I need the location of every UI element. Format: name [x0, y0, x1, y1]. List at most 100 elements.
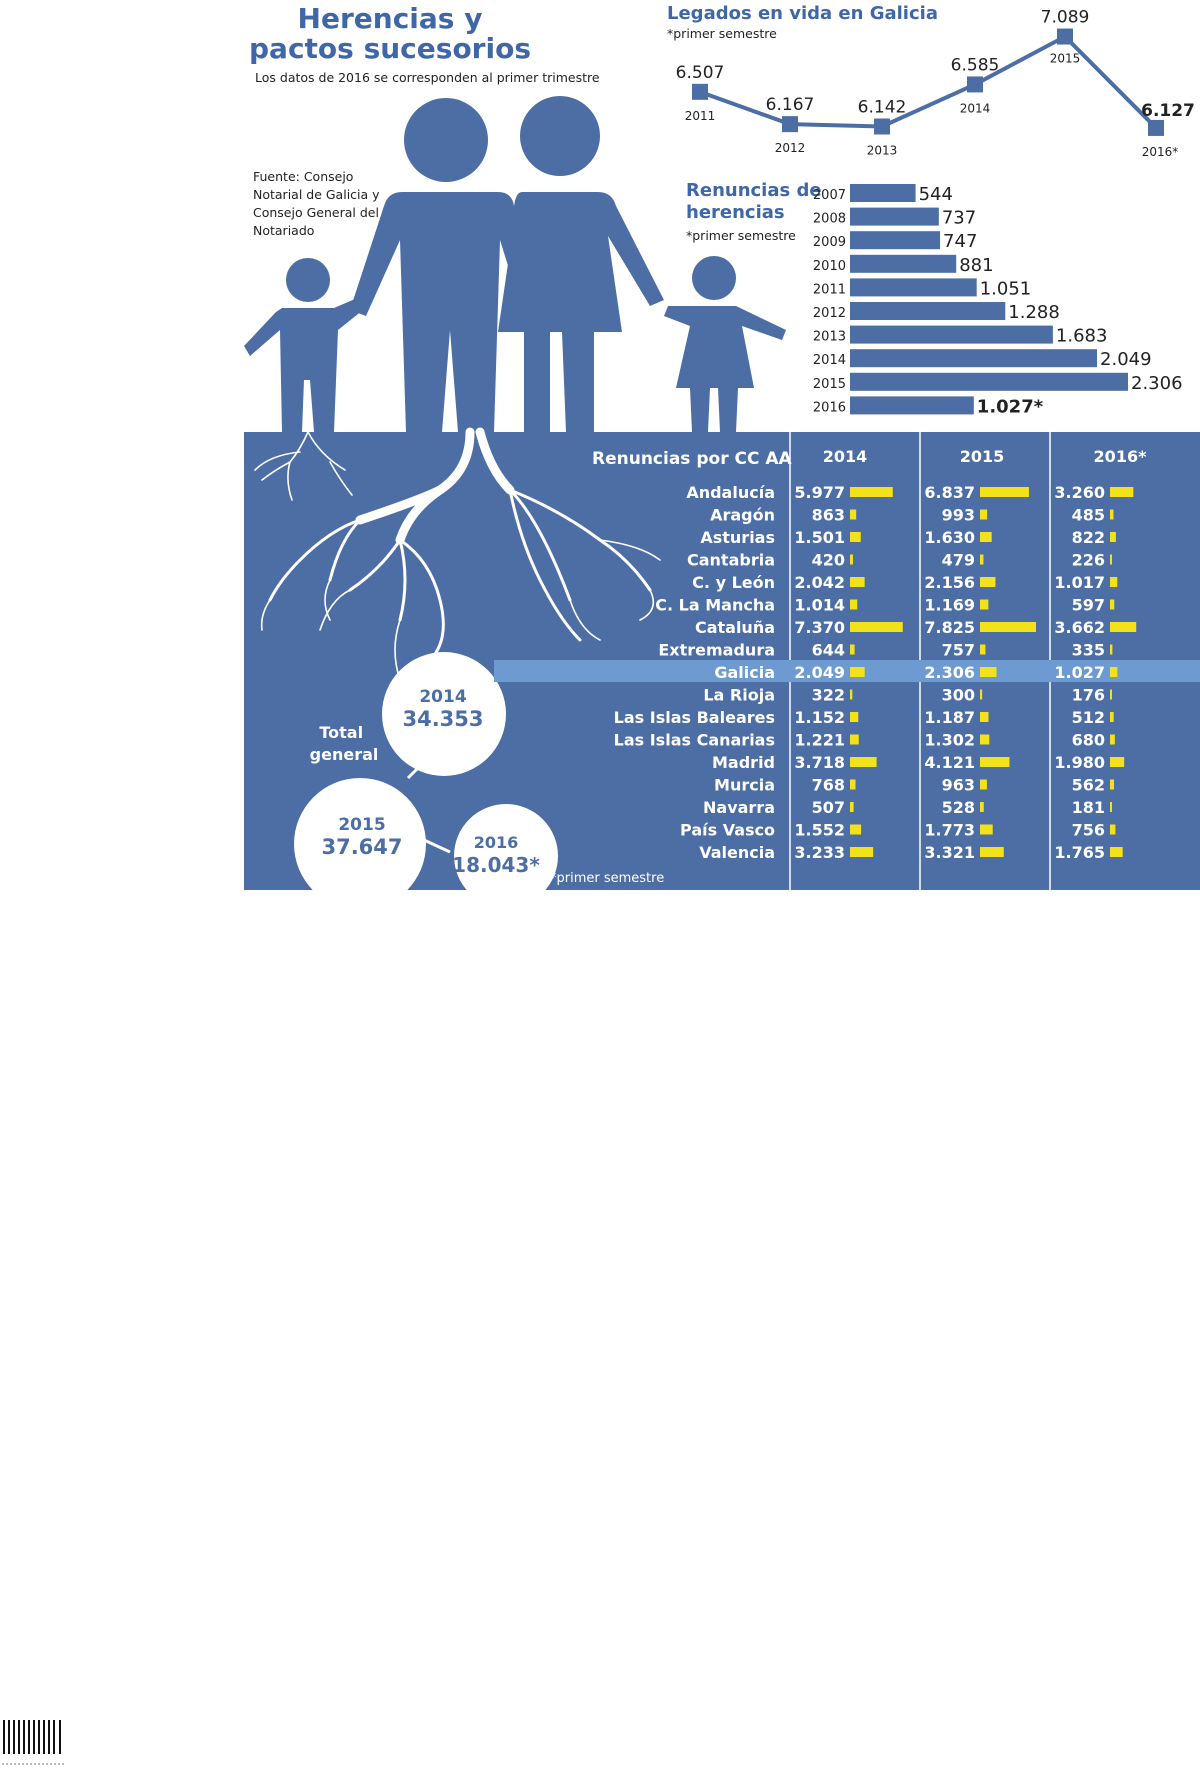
- renuncias-value-label: 1.027*: [977, 396, 1044, 417]
- ccaa-region-label: Galicia: [714, 663, 775, 682]
- ccaa-cell-value: 7.370: [794, 618, 845, 637]
- total-2014-value: 34.353: [402, 707, 483, 731]
- ccaa-cell-bar: [850, 734, 859, 745]
- ccaa-cell-value: 757: [942, 641, 975, 660]
- ccaa-cell-value: 3.233: [794, 843, 845, 862]
- ccaa-cell-value: 3.718: [794, 753, 845, 772]
- ccaa-cell-bar: [850, 689, 853, 700]
- renuncias-bar: [850, 184, 916, 202]
- ccaa-cell-bar: [980, 554, 984, 565]
- renuncias-year-label: 2013: [813, 330, 846, 345]
- legados-year-label: 2011: [685, 109, 716, 123]
- ccaa-cell-value: 644: [812, 641, 845, 660]
- ccaa-cell-bar: [850, 644, 855, 655]
- total-2016-bubble: [454, 804, 558, 900]
- ccaa-column-header: 2015: [960, 447, 1005, 466]
- ccaa-cell-value: 1.980: [1054, 753, 1105, 772]
- total-label: Total general: [310, 723, 379, 764]
- total-label-line-2: general: [310, 745, 379, 764]
- ccaa-cell-value: 181: [1072, 798, 1105, 817]
- ccaa-cell-bar: [1110, 599, 1115, 610]
- ccaa-cell-bar: [1110, 509, 1114, 520]
- ccaa-cell-bar: [1110, 802, 1112, 812]
- ccaa-highlight-row: [494, 660, 1200, 682]
- ccaa-cell-value: 1.773: [924, 821, 975, 840]
- renuncias-title-text: Renuncias de herencias: [686, 180, 822, 223]
- ccaa-cell-bar: [850, 577, 865, 587]
- ccaa-cell-value: 176: [1072, 686, 1105, 705]
- ccaa-cell-bar: [980, 599, 989, 610]
- ccaa-region-label: Valencia: [699, 843, 775, 862]
- title-line-2: pactos sucesorios: [249, 32, 531, 65]
- ccaa-cell-value: 822: [1072, 528, 1105, 547]
- legados-value-label: 6.507: [676, 63, 725, 83]
- page-title: Herencias y pactos sucesorios: [230, 4, 550, 64]
- ccaa-cell-bar: [1110, 554, 1112, 565]
- ccaa-cell-value: 485: [1072, 506, 1105, 525]
- ccaa-cell-bar: [1110, 577, 1118, 587]
- legados-point: [874, 118, 890, 135]
- ccaa-cell-bar: [1110, 712, 1114, 722]
- ccaa-cell-bar: [850, 802, 854, 812]
- ccaa-cell-value: 4.121: [924, 753, 975, 772]
- ccaa-cell-bar: [980, 487, 1029, 497]
- renuncias-year-label: 2010: [813, 259, 846, 274]
- ccaa-region-label: C. La Mancha: [655, 596, 775, 615]
- ccaa-cell-value: 1.017: [1054, 573, 1105, 592]
- source-note: Fuente: Consejo Notarial de Galicia y Co…: [253, 169, 380, 238]
- renuncias-note: *primer semestre: [686, 228, 796, 243]
- ccaa-cell-value: 562: [1072, 776, 1105, 795]
- ccaa-cell-bar: [850, 757, 877, 767]
- ccaa-region-label: Cataluña: [695, 618, 775, 637]
- ccaa-region-label: Madrid: [712, 753, 775, 772]
- ccaa-cell-bar: [1110, 734, 1115, 745]
- ccaa-region-label: C. y León: [692, 573, 775, 592]
- ccaa-cell-bar: [980, 689, 983, 700]
- ccaa-cell-value: 507: [812, 798, 845, 817]
- ccaa-cell-bar: [980, 622, 1036, 632]
- legados-point: [1057, 28, 1073, 45]
- total-2016-year: 2016: [474, 833, 519, 852]
- ccaa-cell-bar: [850, 712, 859, 722]
- ccaa-title: Renuncias por CC AA: [592, 449, 793, 469]
- ccaa-cell-value: 1.027: [1054, 663, 1105, 682]
- legados-value-label: 6.167: [766, 95, 815, 115]
- ccaa-cell-value: 1.552: [794, 821, 845, 840]
- ccaa-cell-value: 863: [812, 506, 845, 525]
- ccaa-cell-value: 2.042: [794, 573, 845, 592]
- renuncias-bar: [850, 372, 1128, 391]
- renuncias-value-label: 1.051: [980, 278, 1032, 299]
- ccaa-cell-bar: [980, 757, 1010, 767]
- ccaa-cell-value: 1.765: [1054, 843, 1105, 862]
- renuncias-title: Renuncias de herencias: [686, 180, 846, 224]
- ccaa-region-label: Las Islas Baleares: [614, 708, 775, 727]
- ccaa-table: Renuncias por CC AA 2014 2015 2016* Andalucí…: [494, 432, 1200, 890]
- ccaa-cell-bar: [850, 599, 858, 610]
- legados-point: [782, 116, 798, 133]
- renuncias-year-label: 2007: [813, 188, 846, 203]
- ccaa-cell-bar: [980, 644, 986, 655]
- renuncias-year-label: 2016: [813, 400, 846, 415]
- ccaa-cell-bar: [850, 779, 856, 790]
- total-2015-year: 2015: [338, 815, 385, 835]
- ccaa-cell-value: 1.152: [794, 708, 845, 727]
- renuncias-value-label: 2.306: [1131, 373, 1183, 394]
- ccaa-column-header: 2016*: [1094, 447, 1148, 466]
- renuncias-value-label: 1.683: [1056, 326, 1108, 347]
- ccaa-cell-bar: [1110, 847, 1123, 857]
- ccaa-region-label: La Rioja: [703, 686, 775, 705]
- ccaa-cell-bar: [850, 847, 874, 857]
- ccaa-cell-bar: [980, 779, 987, 790]
- ccaa-region-label: Aragón: [710, 506, 775, 525]
- ccaa-cell-value: 1.630: [924, 528, 975, 547]
- ccaa-cell-bar: [980, 712, 989, 722]
- renuncias-value-label: 747: [943, 231, 977, 252]
- ccaa-cell-bar: [1110, 779, 1115, 790]
- ccaa-cell-bar: [980, 532, 992, 542]
- renuncias-bar: [850, 207, 939, 226]
- legados-year-label: 2013: [867, 144, 898, 158]
- renuncias-year-label: 2014: [813, 353, 846, 368]
- renuncias-bar: [850, 278, 977, 297]
- ccaa-cell-value: 768: [812, 776, 845, 795]
- ccaa-cell-value: 479: [942, 551, 975, 570]
